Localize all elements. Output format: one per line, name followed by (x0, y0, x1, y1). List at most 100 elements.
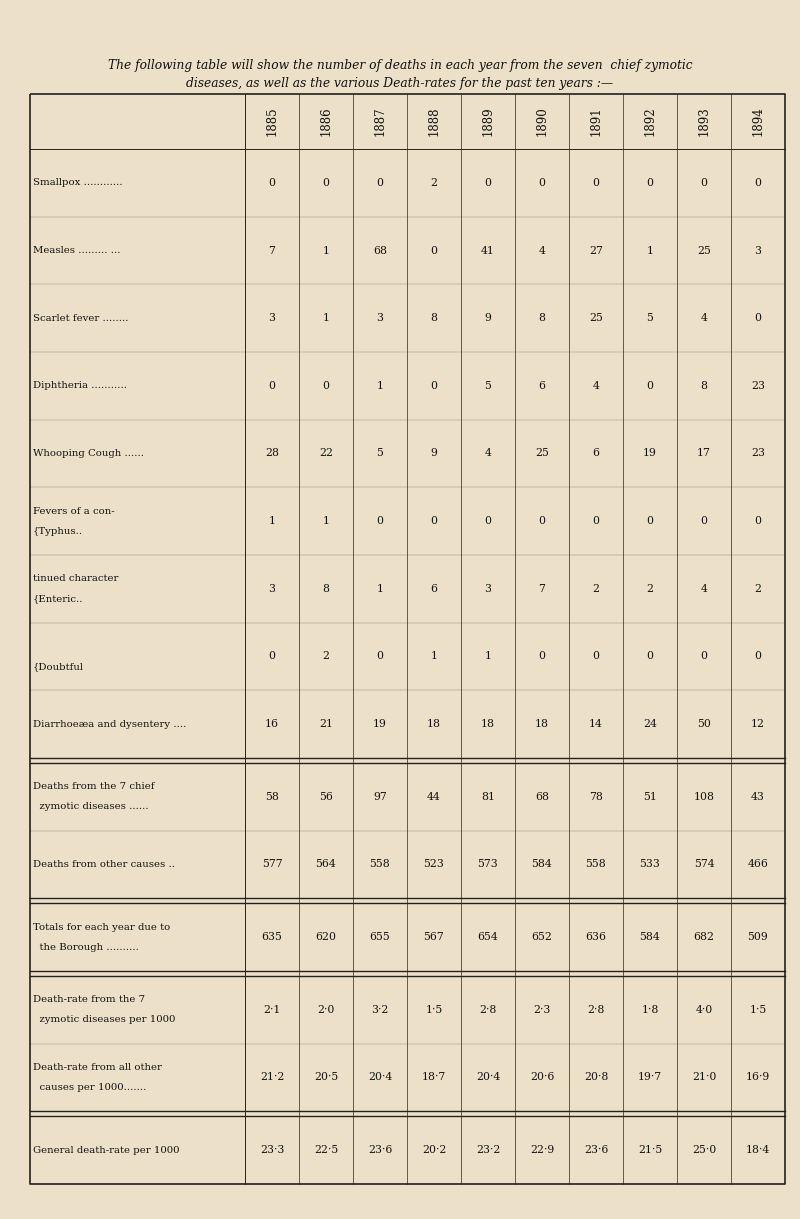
Text: 584: 584 (640, 933, 660, 942)
Text: 5: 5 (485, 380, 491, 391)
Text: 0: 0 (269, 380, 275, 391)
Text: 23·6: 23·6 (368, 1145, 392, 1156)
Text: 1885: 1885 (266, 107, 278, 137)
Text: 23: 23 (751, 380, 765, 391)
Text: 1: 1 (430, 651, 438, 662)
Text: 25: 25 (535, 449, 549, 458)
Text: 0: 0 (377, 516, 383, 527)
Text: 5: 5 (377, 449, 383, 458)
Text: 4: 4 (485, 449, 491, 458)
Text: 1892: 1892 (643, 107, 657, 137)
Text: 558: 558 (586, 859, 606, 869)
Text: 654: 654 (478, 933, 498, 942)
Text: 1: 1 (322, 516, 330, 527)
Text: 3: 3 (754, 245, 762, 256)
Text: 1·5: 1·5 (750, 1004, 766, 1015)
Text: 21·0: 21·0 (692, 1073, 716, 1082)
Text: 558: 558 (370, 859, 390, 869)
Text: 20·4: 20·4 (476, 1073, 500, 1082)
Text: 23: 23 (751, 449, 765, 458)
Text: 23·3: 23·3 (260, 1145, 284, 1156)
Text: 16·9: 16·9 (746, 1073, 770, 1082)
Text: 81: 81 (481, 792, 495, 802)
Text: the Borough ..........: the Borough .......... (33, 942, 139, 952)
Text: 2·8: 2·8 (479, 1004, 497, 1015)
Text: 509: 509 (748, 933, 768, 942)
Text: Diphtheria ...........: Diphtheria ........... (33, 382, 127, 390)
Text: 533: 533 (639, 859, 661, 869)
Text: zymotic diseases ......: zymotic diseases ...... (33, 802, 149, 812)
Text: Diarrhoeæa and dysentery ....: Diarrhoeæa and dysentery .... (33, 719, 186, 729)
Text: 0: 0 (322, 380, 330, 391)
Text: 6: 6 (593, 449, 599, 458)
Text: 1·5: 1·5 (426, 1004, 442, 1015)
Text: 655: 655 (370, 933, 390, 942)
Text: 78: 78 (589, 792, 603, 802)
Text: 7: 7 (538, 584, 546, 594)
Text: 6: 6 (538, 380, 546, 391)
Text: 1893: 1893 (698, 106, 710, 137)
Text: Whooping Cough ......: Whooping Cough ...... (33, 449, 144, 458)
Text: 97: 97 (373, 792, 387, 802)
Text: tinued character: tinued character (33, 574, 118, 583)
Text: Smallpox ............: Smallpox ............ (33, 178, 122, 188)
Text: 0: 0 (754, 178, 762, 188)
Text: 18: 18 (481, 719, 495, 729)
Text: 23·6: 23·6 (584, 1145, 608, 1156)
Text: 68: 68 (535, 792, 549, 802)
Text: 0: 0 (485, 178, 491, 188)
Text: {Enteric..: {Enteric.. (33, 595, 83, 603)
Text: 44: 44 (427, 792, 441, 802)
Text: 19: 19 (373, 719, 387, 729)
Text: 2: 2 (646, 584, 654, 594)
Text: 8: 8 (430, 313, 438, 323)
Text: 1: 1 (377, 584, 383, 594)
Text: 7: 7 (269, 245, 275, 256)
Text: {Typhus..: {Typhus.. (33, 527, 83, 536)
Text: 1887: 1887 (374, 107, 386, 137)
Text: 56: 56 (319, 792, 333, 802)
Text: 0: 0 (646, 380, 654, 391)
Text: 9: 9 (430, 449, 438, 458)
Text: 2: 2 (430, 178, 438, 188)
Text: 4: 4 (593, 380, 599, 391)
Text: 43: 43 (751, 792, 765, 802)
Text: 51: 51 (643, 792, 657, 802)
Text: 0: 0 (377, 651, 383, 662)
Text: 9: 9 (485, 313, 491, 323)
Text: 0: 0 (593, 516, 599, 527)
Text: 21·2: 21·2 (260, 1073, 284, 1082)
Text: 25: 25 (697, 245, 711, 256)
Text: 0: 0 (538, 178, 546, 188)
Text: 5: 5 (646, 313, 654, 323)
Text: 1: 1 (322, 313, 330, 323)
Text: 0: 0 (430, 516, 438, 527)
Text: 1886: 1886 (319, 107, 333, 137)
Text: 108: 108 (694, 792, 714, 802)
Text: 6: 6 (430, 584, 438, 594)
Text: Measles ......... ...: Measles ......... ... (33, 246, 121, 255)
Text: 1890: 1890 (535, 106, 549, 137)
Text: 3: 3 (269, 584, 275, 594)
Text: 16: 16 (265, 719, 279, 729)
Text: 567: 567 (424, 933, 444, 942)
Text: 18: 18 (535, 719, 549, 729)
Text: 0: 0 (593, 651, 599, 662)
Text: 19: 19 (643, 449, 657, 458)
Text: 620: 620 (315, 933, 337, 942)
Text: 0: 0 (646, 516, 654, 527)
Text: Totals for each year due to: Totals for each year due to (33, 923, 170, 931)
Text: 2·0: 2·0 (318, 1004, 334, 1015)
Text: Death-rate from the 7: Death-rate from the 7 (33, 995, 145, 1004)
Text: 24: 24 (643, 719, 657, 729)
Text: 0: 0 (430, 245, 438, 256)
Text: 4·0: 4·0 (695, 1004, 713, 1015)
Text: 636: 636 (586, 933, 606, 942)
Text: 0: 0 (646, 178, 654, 188)
Text: 4: 4 (701, 313, 707, 323)
Text: 0: 0 (754, 313, 762, 323)
Text: 466: 466 (747, 859, 769, 869)
Text: 1: 1 (485, 651, 491, 662)
Text: The following table will show the number of deaths in each year from the seven  : The following table will show the number… (108, 59, 692, 72)
Text: 1: 1 (322, 245, 330, 256)
